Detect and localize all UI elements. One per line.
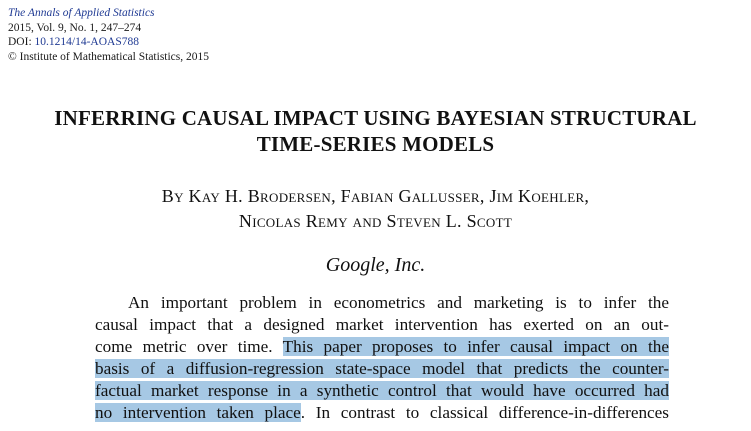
issue-info: 2015, Vol. 9, No. 1, 247–274 — [8, 21, 142, 34]
abstract-line-6: no intervention taken place. In contrast… — [95, 402, 669, 424]
abstract-line-3-plain: come metric over time. — [95, 337, 283, 356]
paper-title: INFERRING CAUSAL IMPACT USING BAYESIAN S… — [0, 105, 751, 157]
abstract: An important problem in econometrics and… — [95, 292, 670, 424]
abstract-line-3: come metric over time. This paper propos… — [95, 336, 670, 358]
abstract-line-5: factual market response in a synthetic c… — [95, 380, 669, 402]
abstract-line-4: basis of a diffusion-regression state-sp… — [95, 358, 669, 380]
authors-line-2: Nicolas Remy and Steven L. Scott — [238, 211, 513, 231]
highlighted-text[interactable]: no intervention taken place — [95, 403, 301, 422]
title-line-2: TIME-SERIES MODELS — [256, 132, 495, 156]
title-line-1: INFERRING CAUSAL IMPACT USING BAYESIAN S… — [54, 106, 697, 130]
journal-name[interactable]: The Annals of Applied Statistics — [8, 7, 155, 19]
abstract-line-1: An important problem in econometrics and… — [128, 293, 669, 312]
doi-link[interactable]: 10.1214/14-AOAS788 — [34, 36, 139, 48]
highlighted-text[interactable]: factual market response in a synthetic c… — [95, 381, 669, 400]
author-list: By Kay H. Brodersen, Fabian Gallusser, J… — [0, 184, 751, 234]
authors-line-1: By Kay H. Brodersen, Fabian Gallusser, J… — [161, 186, 590, 206]
highlighted-text[interactable]: This paper proposes to infer causal impa… — [282, 337, 670, 356]
doi-label: DOI: — [8, 36, 35, 48]
abstract-line-2: causal impact that a designed market int… — [95, 315, 669, 334]
journal-header: The Annals of Applied Statistics 2015, V… — [8, 6, 209, 64]
affiliation: Google, Inc. — [325, 254, 426, 276]
doi-line: DOI: 10.1214/14-AOAS788 — [8, 35, 209, 50]
abstract-line-6-plain: . In contrast to classical difference-in… — [300, 403, 669, 422]
copyright-notice: © Institute of Mathematical Statistics, … — [8, 50, 210, 63]
highlighted-text[interactable]: basis of a diffusion-regression state-sp… — [95, 359, 669, 378]
